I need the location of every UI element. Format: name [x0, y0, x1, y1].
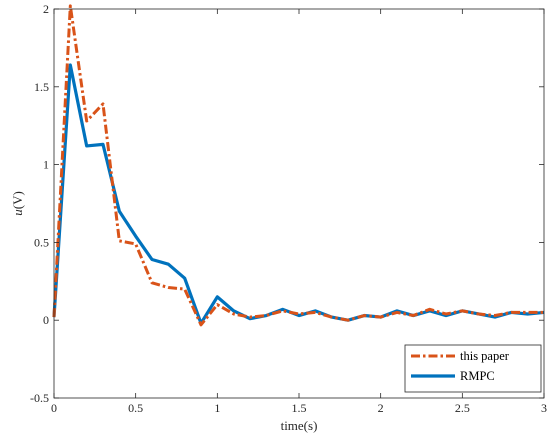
series-line-this-paper: [52, 4, 544, 327]
legend-label-rmpc: RMPC: [460, 369, 495, 383]
series-layer: [52, 4, 545, 327]
x-tick-label: 2.5: [455, 401, 470, 415]
x-tick-label: 0.5: [128, 401, 143, 415]
y-tick-label: 1.5: [34, 80, 49, 94]
ticks-layer: 0 0.5 1 1.5 2 2.5 3-0.500.511.52: [30, 2, 547, 415]
x-tick-label: 0: [51, 401, 57, 415]
legend-box: [404, 344, 542, 393]
y-axis-label-var: u: [10, 209, 25, 216]
x-axis-label: time(s): [281, 418, 318, 433]
y-tick-label: 0: [43, 313, 49, 327]
x-tick-label: 3: [541, 401, 547, 415]
plot-area: [54, 9, 544, 398]
x-tick-label: 1: [214, 401, 220, 415]
legend: this paper RMPC: [404, 344, 542, 393]
y-tick-label: 2: [43, 2, 49, 16]
y-tick-label: -0.5: [30, 391, 49, 405]
y-axis-label-unit: (V): [10, 191, 25, 209]
x-tick-label: 1.5: [292, 401, 307, 415]
y-axis-label: u(V): [10, 191, 25, 216]
y-tick-label: 0.5: [34, 235, 49, 249]
x-tick-label: 2: [378, 401, 384, 415]
y-tick-label: 1: [43, 158, 49, 172]
legend-label-this-paper: this paper: [460, 349, 510, 363]
